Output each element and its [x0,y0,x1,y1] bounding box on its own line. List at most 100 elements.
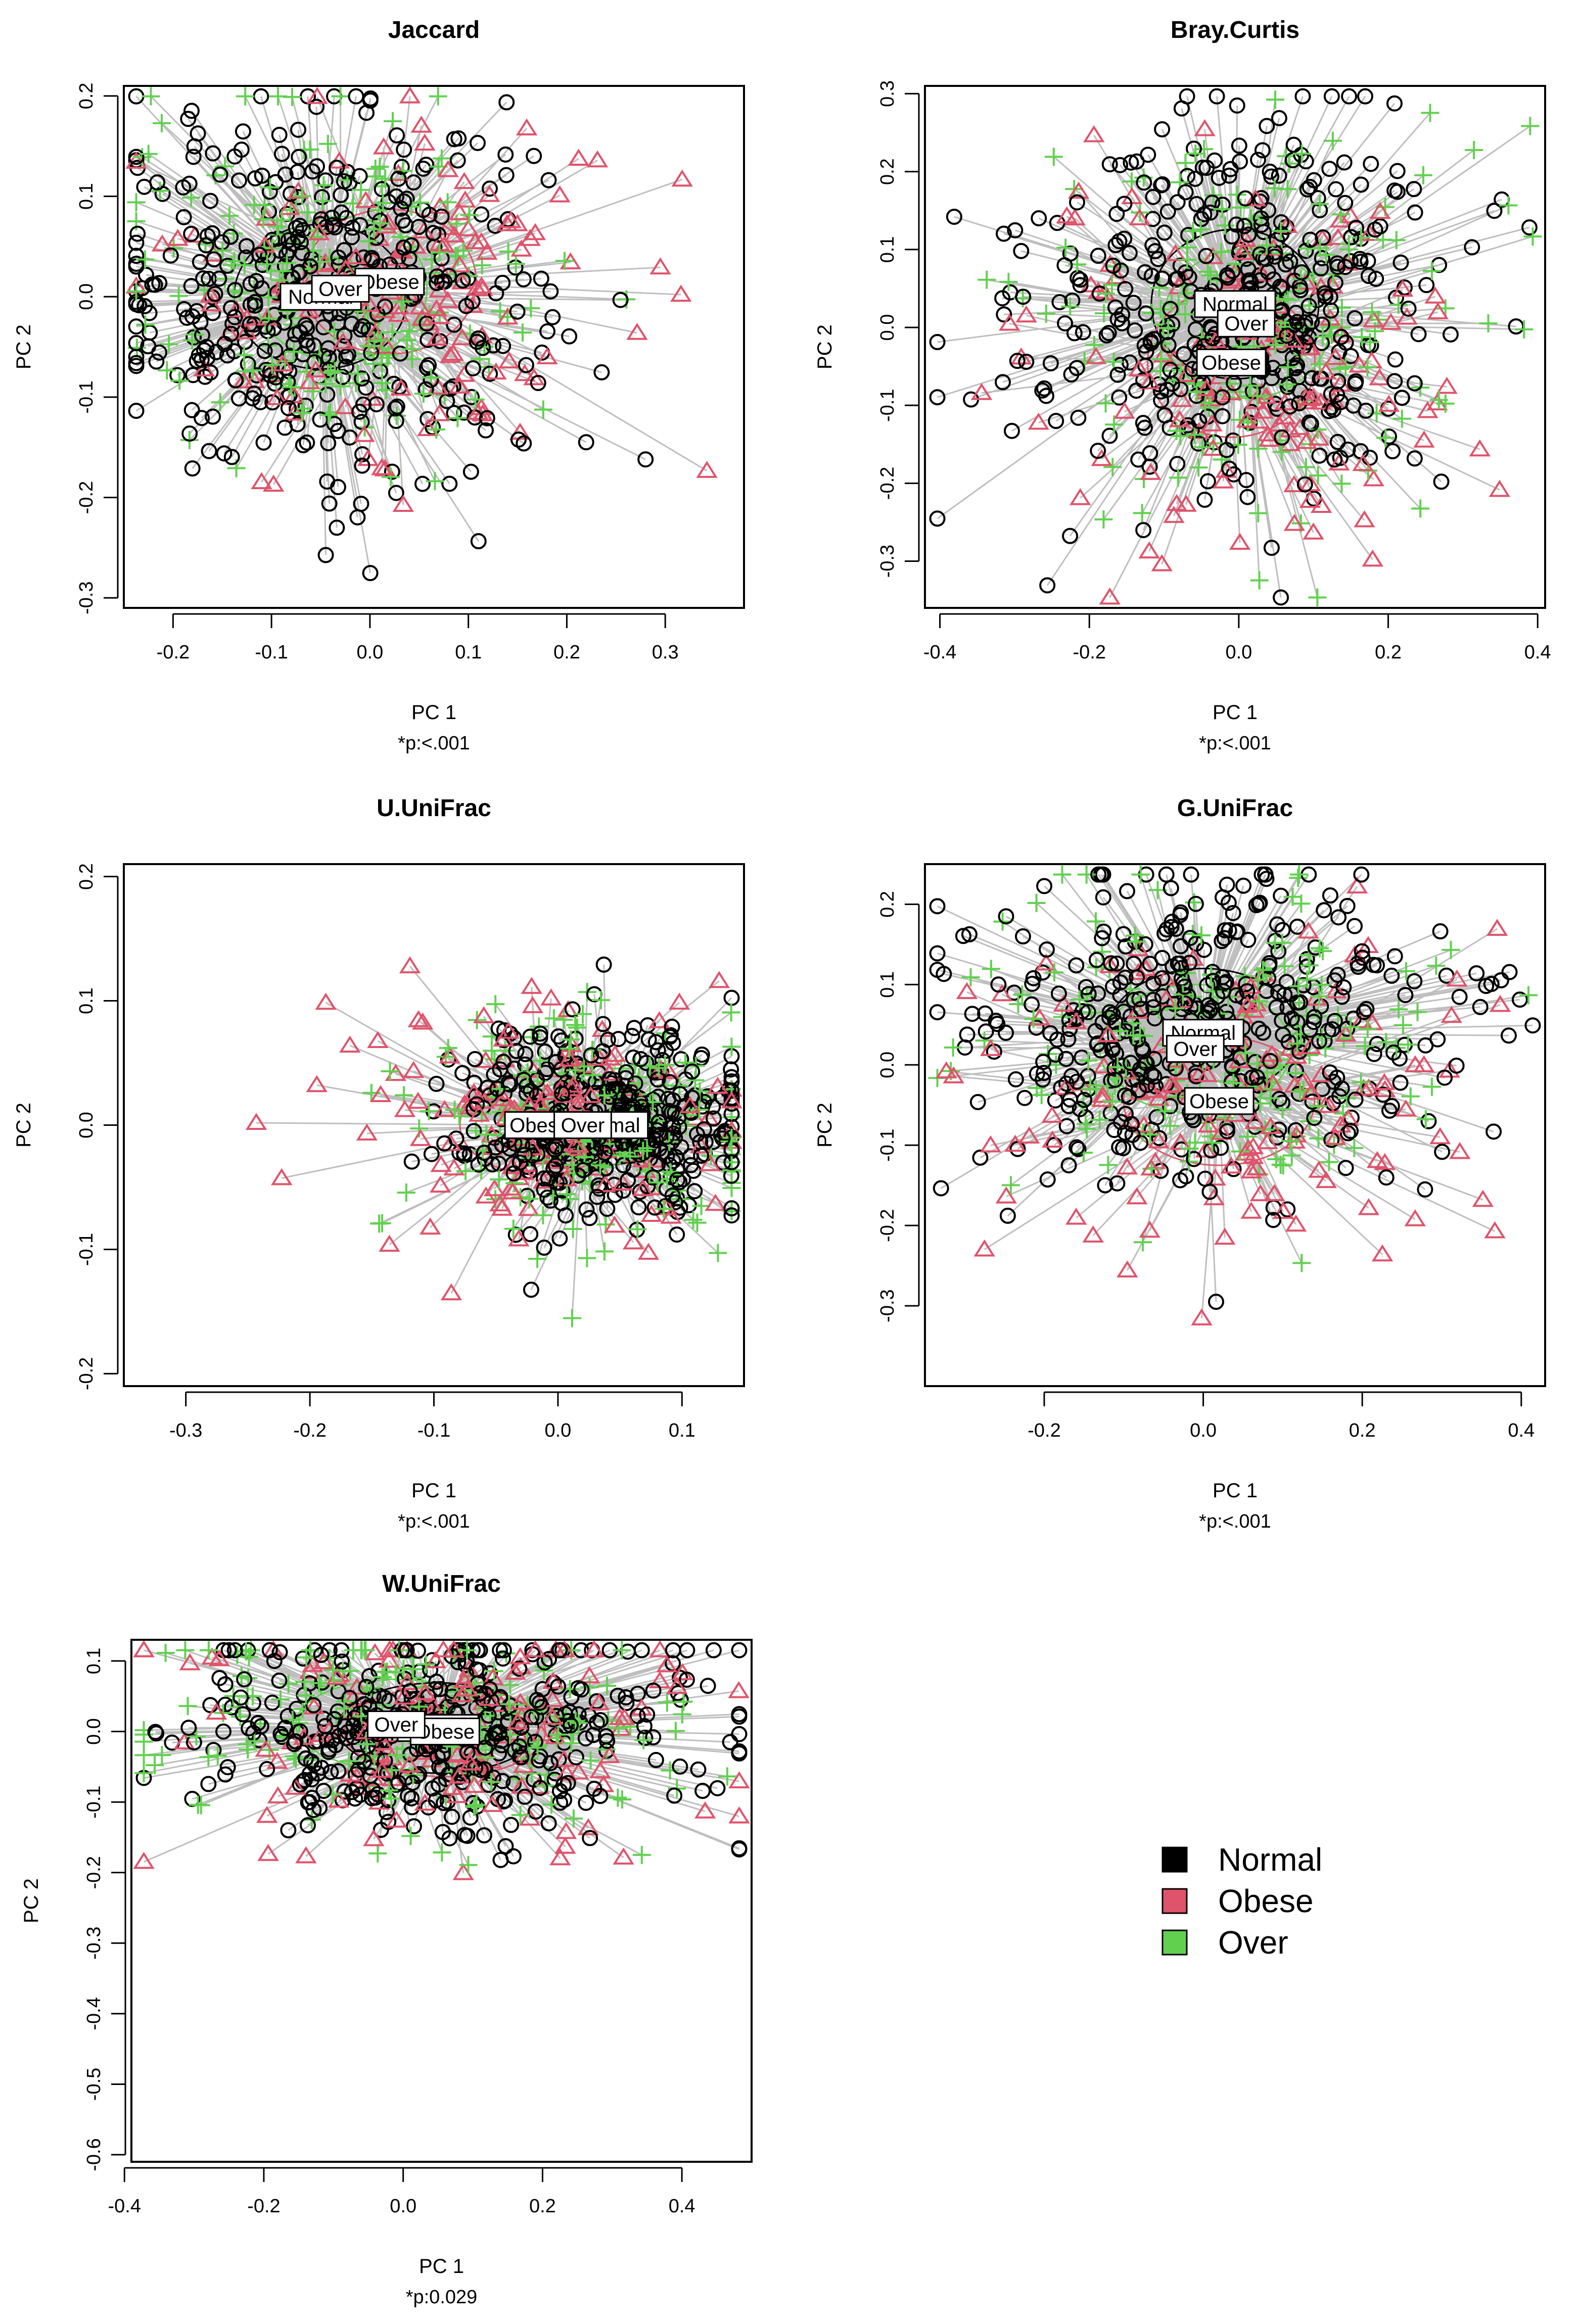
point-normal [1300,298,1317,314]
point-normal [1186,336,1203,352]
point-normal [197,368,213,385]
point-over [293,187,311,206]
point-normal [388,412,404,429]
point-over [1323,131,1342,150]
point-normal [1156,407,1173,423]
point-normal [354,318,371,335]
point-normal [308,99,325,115]
y-tick-label: 0.0 [76,283,97,310]
point-normal [1062,528,1079,544]
point-obese [1138,541,1160,559]
point-normal [593,364,610,381]
point-over [555,252,574,270]
point-normal [199,350,216,366]
point-over [1169,468,1187,487]
point-over [566,1061,585,1079]
point-obese [493,1050,516,1067]
point-over [1414,166,1432,184]
point-normal [128,234,145,251]
point-obese [409,1129,432,1146]
point-normal [1337,259,1354,275]
point-over [1201,266,1220,284]
point-obese [475,1186,497,1204]
point-over [277,254,296,272]
point-over [384,112,402,130]
point-obese [514,364,536,382]
point-normal [1368,270,1384,287]
point-over [1195,140,1214,159]
point-over [402,340,421,358]
point-over [293,404,311,422]
point-normal [1314,250,1330,266]
point-obese [1354,510,1375,528]
point-normal [1329,259,1346,275]
spider-line [409,966,540,1126]
point-over [638,1139,657,1158]
point-normal [1147,243,1164,260]
point-obese [508,1229,530,1247]
point-normal [441,476,458,492]
point-over [722,1003,740,1022]
point-obese [1359,224,1381,241]
point-obese [1083,125,1105,143]
centroid-label-text: Obese [360,271,420,293]
point-normal [1194,159,1211,176]
point-obese [1152,345,1175,363]
point-normal [319,386,336,403]
point-over [430,243,449,262]
point-obese [1325,348,1346,365]
point-normal [618,1064,634,1080]
point-normal [1138,305,1154,322]
point-obese [649,257,671,275]
point-obese [476,243,498,260]
point-over [554,1011,573,1029]
point-over [1308,588,1327,607]
point-over [1152,350,1171,368]
point-obese [466,278,488,296]
point-over [297,362,316,381]
point-normal [248,273,265,290]
point-normal [1237,190,1253,207]
y-tick-label: 0.2 [877,158,898,185]
point-over [1250,571,1269,590]
point-normal [192,254,208,270]
point-normal [515,271,532,288]
point-normal [227,372,244,389]
point-obese [1128,359,1150,377]
point-over [370,157,389,176]
point-normal [1031,210,1047,226]
y-tick-label: 0.2 [76,863,97,890]
point-normal [421,206,438,223]
point-normal [1108,206,1125,222]
point-obese [407,1092,429,1109]
point-normal [1236,218,1252,234]
points [125,86,718,582]
point-normal [1141,458,1158,475]
point-obese [1201,414,1223,432]
point-over [1292,145,1311,163]
point-normal [183,225,200,242]
point-over [477,1125,496,1144]
point-normal [1311,447,1328,464]
point-normal [470,134,486,151]
point-normal [1123,154,1139,171]
point-over [427,420,446,439]
point-normal [518,357,534,373]
point-obese [355,191,377,208]
point-normal [235,123,251,140]
point-normal [185,149,202,165]
x-tick-label: -0.2 [1073,642,1105,663]
point-over [1103,458,1122,477]
point-normal [338,348,355,365]
point-normal [265,320,282,337]
point-normal [672,1086,688,1103]
point-over [566,1016,585,1034]
point-normal [1127,322,1143,339]
point-over [420,1102,438,1120]
point-normal [705,1133,721,1150]
point-normal [1150,251,1167,267]
point-obese [1274,407,1296,424]
spider-line [1231,361,1480,450]
point-over [466,390,485,409]
point-obese [412,1012,434,1030]
